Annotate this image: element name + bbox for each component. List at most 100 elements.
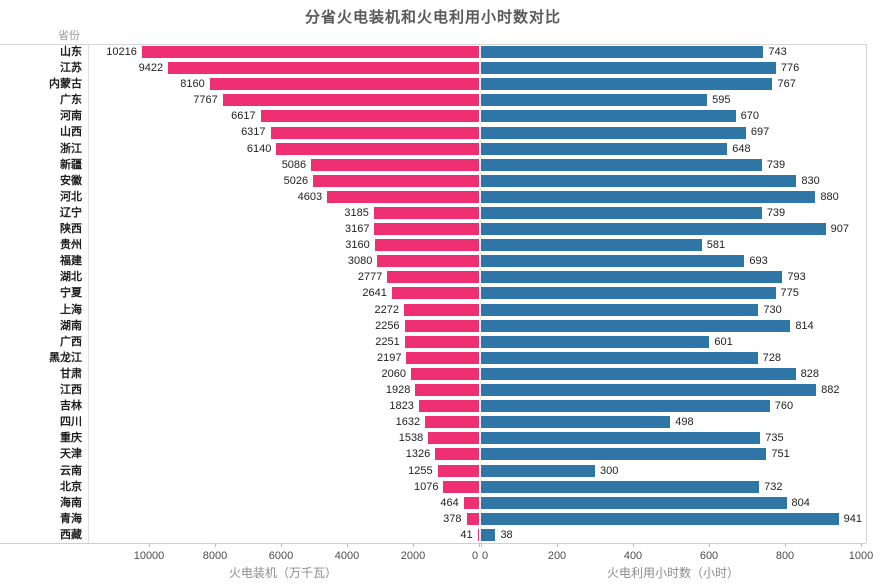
capacity-value-label: 2060	[381, 367, 407, 380]
capacity-bar[interactable]	[313, 174, 479, 187]
capacity-bar[interactable]	[466, 512, 479, 525]
hours-bar[interactable]	[481, 126, 746, 139]
hours-bar[interactable]	[481, 512, 839, 525]
capacity-bar[interactable]	[311, 158, 479, 171]
hours-bar[interactable]	[481, 174, 797, 187]
category-label: 山西	[60, 126, 82, 139]
capacity-bar[interactable]	[435, 448, 479, 461]
hours-bar[interactable]	[481, 62, 776, 75]
capacity-bar[interactable]	[377, 255, 479, 268]
hours-bar[interactable]	[481, 303, 759, 316]
hours-bar[interactable]	[481, 223, 826, 236]
hours-bar[interactable]	[481, 416, 671, 429]
hours-bar[interactable]	[481, 335, 710, 348]
capacity-bar[interactable]	[327, 190, 479, 203]
hours-bar[interactable]	[481, 142, 728, 155]
capacity-bar[interactable]	[463, 496, 479, 509]
capacity-value-label: 464	[440, 496, 459, 509]
category-label: 辽宁	[60, 206, 82, 219]
axis-tick	[633, 543, 634, 547]
hours-value-label: 693	[749, 255, 768, 268]
hours-bar[interactable]	[481, 432, 761, 445]
capacity-bar[interactable]	[209, 78, 479, 91]
capacity-bar[interactable]	[437, 464, 479, 477]
hours-bar[interactable]	[481, 46, 764, 59]
capacity-bar[interactable]	[373, 207, 479, 219]
category-label: 宁夏	[60, 287, 82, 300]
category-label: 浙江	[60, 142, 82, 155]
hours-bar[interactable]	[481, 384, 817, 397]
hours-bar[interactable]	[481, 496, 787, 509]
plot-top-border	[0, 44, 866, 45]
hours-bar[interactable]	[481, 190, 816, 203]
hours-bar[interactable]	[481, 480, 760, 493]
chart-row: 江苏 9422 776	[0, 60, 884, 76]
category-label: 甘肃	[60, 367, 82, 380]
capacity-bar[interactable]	[411, 367, 479, 380]
capacity-bar[interactable]	[168, 62, 479, 75]
capacity-bar[interactable]	[425, 416, 479, 429]
chart-row: 北京 1076 732	[0, 479, 884, 495]
capacity-bar[interactable]	[406, 351, 479, 364]
hours-bar[interactable]	[481, 94, 708, 107]
chart-row: 福建 3080 693	[0, 253, 884, 269]
hours-bar[interactable]	[481, 110, 736, 123]
axis-tick	[785, 543, 786, 547]
hours-value-label: 498	[675, 416, 694, 429]
right-axis-title: 火电利用小时数（小时）	[606, 566, 739, 580]
hours-bar[interactable]	[481, 78, 773, 91]
hours-bar[interactable]	[481, 351, 758, 364]
capacity-bar[interactable]	[443, 480, 479, 493]
axis-tick-label: 2000	[400, 550, 426, 562]
axis-tick	[347, 543, 348, 547]
hours-value-label: 735	[765, 432, 784, 445]
hours-bar[interactable]	[481, 271, 783, 284]
hours-bar[interactable]	[481, 319, 791, 332]
capacity-bar[interactable]	[477, 528, 479, 541]
capacity-value-label: 3080	[347, 255, 373, 268]
capacity-bar[interactable]	[374, 239, 479, 252]
capacity-bar[interactable]	[404, 303, 479, 316]
capacity-bar[interactable]	[387, 271, 479, 284]
capacity-bar[interactable]	[374, 223, 479, 236]
capacity-value-label: 2641	[362, 287, 387, 300]
capacity-bar[interactable]	[418, 400, 479, 413]
capacity-bar[interactable]	[415, 384, 479, 397]
capacity-bar[interactable]	[404, 335, 479, 348]
hours-bar[interactable]	[481, 158, 762, 171]
capacity-bar[interactable]	[141, 46, 479, 59]
capacity-bar[interactable]	[270, 126, 479, 139]
capacity-bar[interactable]	[276, 142, 479, 155]
category-label: 内蒙古	[49, 78, 82, 91]
hours-bar[interactable]	[481, 367, 796, 380]
hours-value-label: 776	[780, 62, 800, 75]
capacity-value-label: 41	[460, 528, 473, 541]
chart-row: 西藏 41 38	[0, 527, 884, 543]
hours-bar[interactable]	[481, 239, 702, 252]
axis-tick-label: 6000	[268, 550, 294, 562]
capacity-bar[interactable]	[391, 287, 479, 300]
axis-tick	[479, 543, 480, 547]
category-label: 山东	[60, 46, 82, 58]
hours-bar[interactable]	[481, 448, 767, 461]
capacity-bar[interactable]	[428, 432, 479, 445]
chart-row: 湖南 2256 814	[0, 318, 884, 334]
chart-row: 四川 1632 498	[0, 414, 884, 430]
category-label: 河北	[60, 190, 82, 203]
capacity-bar[interactable]	[404, 319, 479, 332]
hours-bar[interactable]	[481, 464, 595, 477]
hours-value-label: 941	[843, 512, 862, 525]
capacity-value-label: 6317	[241, 126, 266, 139]
hours-bar[interactable]	[481, 400, 770, 413]
hours-bar[interactable]	[481, 287, 776, 300]
hours-bar[interactable]	[481, 255, 745, 268]
axis-tick-label: 800	[775, 550, 795, 562]
capacity-bar[interactable]	[222, 94, 479, 107]
capacity-bar[interactable]	[260, 110, 479, 123]
hours-bar[interactable]	[481, 207, 762, 219]
hours-value-label: 760	[774, 400, 794, 413]
hours-value-label: 880	[820, 190, 839, 203]
hours-bar[interactable]	[481, 528, 496, 541]
hours-value-label: 697	[750, 126, 770, 139]
